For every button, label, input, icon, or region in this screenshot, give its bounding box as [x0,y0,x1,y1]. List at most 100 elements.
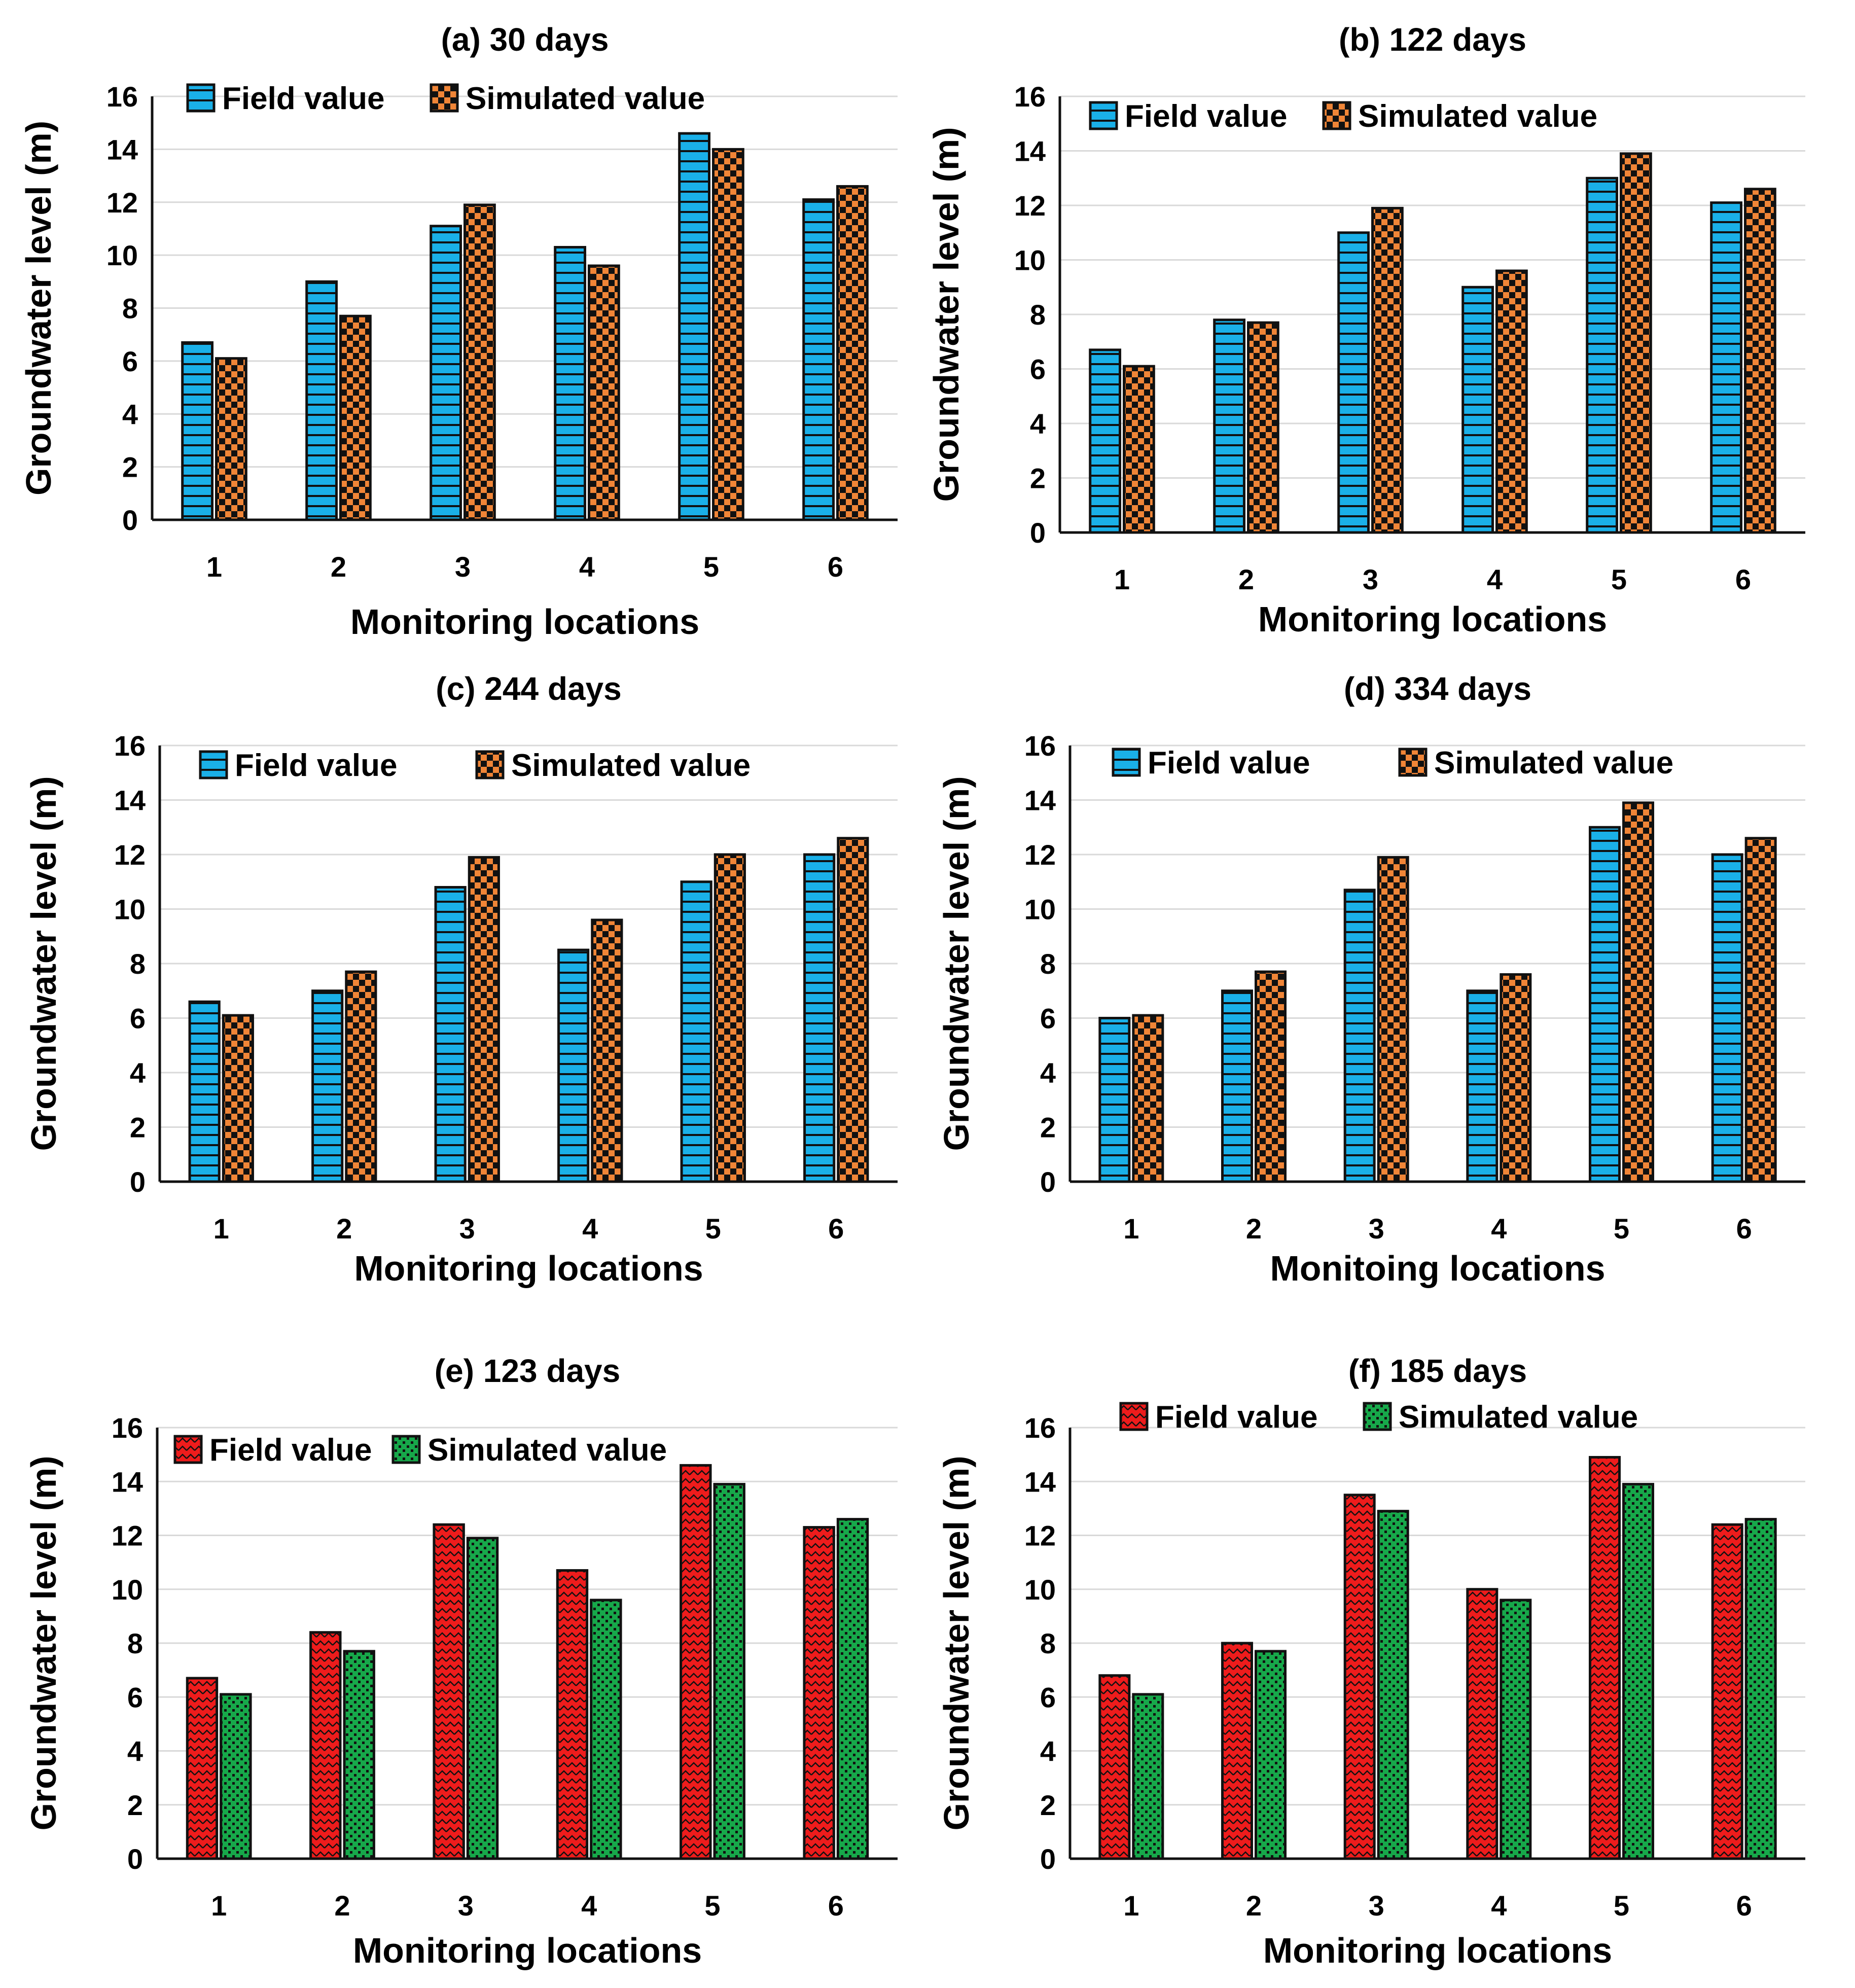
legend: Field value Simulated value [173,1433,667,1468]
x-tick-label: 4 [1487,563,1503,595]
bar-field-value-loc-2 [1221,989,1253,1183]
bar-simulated-value-loc-2 [1255,970,1287,1183]
x-tick-label: 4 [1491,1213,1507,1245]
chart-title: (d) 334 days [1344,670,1531,707]
bar-field-value-loc-6 [1711,853,1743,1183]
bar-simulated-value-loc-5 [1622,801,1654,1183]
x-tick-label: 1 [211,1890,227,1922]
y-tick-label: 6 [122,345,138,377]
y-tick-label: 14 [114,785,146,816]
bar-field-value-loc-2 [1221,1642,1253,1860]
x-tick-label: 4 [579,551,595,583]
bar-simulated-value-loc-4 [590,1599,622,1860]
x-tick-label: 6 [828,1213,844,1245]
x-tick-label: 3 [458,1890,474,1922]
y-tick-label: 10 [106,239,138,271]
bar-field-value-loc-3 [1343,889,1376,1183]
y-tick-label: 10 [112,1574,143,1606]
bar-simulated-value-loc-1 [215,357,247,521]
bar-field-value-loc-2 [305,280,338,521]
legend-label-field-value: Field value [1155,1400,1317,1435]
y-tick-label: 16 [114,730,146,762]
bar-field-value-loc-3 [430,225,462,521]
legend-swatch-field-value [1112,748,1141,777]
y-tick-label: 0 [130,1166,146,1198]
bar-field-value-loc-1 [188,1000,221,1183]
y-tick-label: 10 [114,894,146,926]
x-tick-label: 5 [704,1890,720,1922]
x-tick-label: 5 [705,1213,721,1245]
bar-simulated-value-loc-1 [220,1693,252,1860]
bar-simulated-value-loc-2 [1255,1650,1287,1860]
legend: Field value Simulated value [186,81,705,116]
legend-label-field-value: Field value [1125,99,1287,134]
x-tick-label: 5 [1614,1890,1629,1922]
bar-field-value-loc-3 [434,886,467,1183]
bar-field-value-loc-2 [1213,318,1245,534]
y-axis-label: Groundwater level (m) [937,1456,976,1830]
bar-field-value-loc-5 [680,1464,712,1860]
bar-simulated-value-loc-4 [1500,1599,1532,1860]
legend-swatch-field-value [1119,1402,1149,1431]
bar-field-value-loc-4 [1466,989,1499,1183]
y-tick-label: 8 [127,1627,143,1659]
y-axis-label: Groundwater level (m) [19,121,58,495]
y-tick-label: 16 [112,1412,143,1444]
bar-field-value-loc-4 [1466,1588,1499,1860]
y-tick-label: 0 [1030,517,1046,549]
bar-field-value-loc-3 [1343,1494,1376,1860]
legend: Field value Simulated value [1089,99,1597,134]
bar-field-value-loc-5 [680,880,712,1183]
y-tick-label: 10 [1024,1574,1056,1606]
y-tick-label: 8 [1040,948,1056,980]
legend-swatch-field-value [173,1435,203,1464]
y-tick-label: 12 [106,187,138,219]
bar-field-value-loc-1 [1089,348,1121,534]
x-axis-label: Monitoring locations [353,1931,702,1970]
y-axis-label: Groundwater level (m) [937,776,976,1151]
bar-field-value-loc-3 [1337,231,1370,534]
bar-field-value-loc-5 [1589,1456,1621,1860]
bar-field-value-loc-6 [1710,201,1742,534]
y-tick-label: 2 [127,1789,143,1821]
y-tick-label: 4 [122,398,138,430]
bar-field-value-loc-1 [1098,1674,1131,1860]
chart-title: (c) 244 days [436,670,621,707]
bar-field-value-loc-6 [802,198,835,521]
x-tick-label: 6 [828,1890,844,1922]
y-tick-label: 12 [112,1520,143,1552]
y-tick-label: 8 [1030,299,1046,331]
x-tick-label: 4 [582,1213,598,1245]
bar-field-value-loc-5 [1586,176,1618,534]
legend-swatch-simulated-value [1322,101,1351,130]
y-tick-label: 10 [1014,244,1046,276]
y-tick-label: 14 [1014,135,1046,167]
legend: Field value Simulated value [1112,746,1673,780]
bar-simulated-value-loc-1 [1123,365,1155,534]
legend-label-simulated-value: Simulated value [1399,1400,1638,1435]
y-tick-label: 6 [130,1003,146,1035]
bar-field-value-loc-4 [1461,286,1494,534]
bar-simulated-value-loc-1 [222,1014,254,1183]
x-tick-label: 1 [1123,1213,1139,1245]
y-tick-label: 0 [1040,1166,1056,1198]
legend-swatch-field-value [199,750,228,779]
bar-simulated-value-loc-1 [1132,1693,1164,1860]
y-axis-label: Groundwater level (m) [926,127,966,502]
legend-swatch-simulated-value [475,750,505,779]
bar-simulated-value-loc-3 [466,1537,499,1860]
x-tick-label: 2 [331,551,346,583]
x-tick-label: 3 [459,1213,475,1245]
legend-label-field-value: Field value [222,81,384,116]
x-tick-label: 1 [1114,563,1130,595]
bar-simulated-value-loc-5 [714,853,746,1183]
y-tick-label: 4 [127,1735,143,1767]
x-tick-label: 5 [1614,1213,1629,1245]
bar-simulated-value-loc-6 [1744,837,1777,1183]
bar-simulated-value-loc-5 [1622,1483,1654,1860]
bar-simulated-value-loc-2 [1247,321,1279,534]
y-tick-label: 2 [1040,1789,1056,1821]
